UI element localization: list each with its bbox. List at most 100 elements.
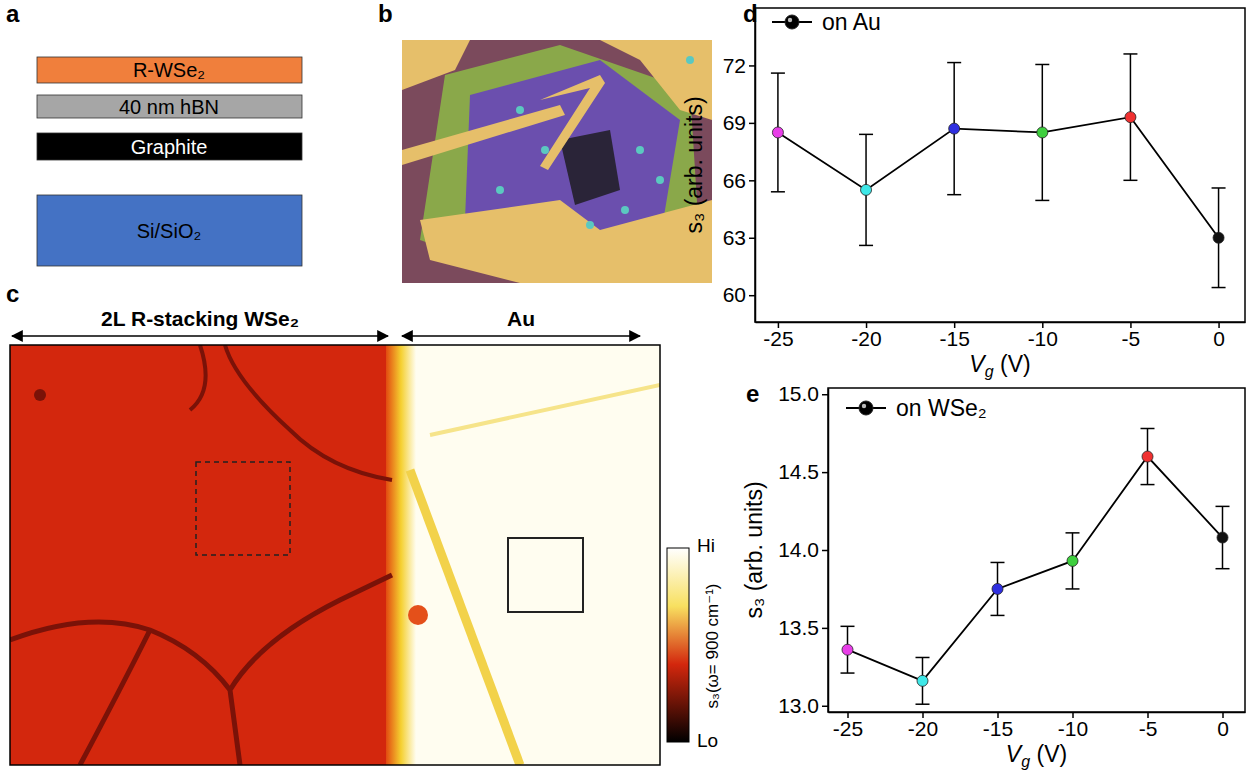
error-bar-cap [1035, 200, 1049, 202]
data-point [917, 675, 928, 686]
wrinkle [190, 345, 392, 480]
x-tick-label: -5 [1122, 327, 1141, 350]
error-bar-cap [771, 72, 785, 74]
series-line [778, 117, 1219, 238]
roi-au [508, 538, 583, 612]
y-tick-label: 72 [723, 54, 746, 77]
x-tick-label: -10 [1028, 327, 1058, 350]
layer-label: Graphite [131, 136, 208, 158]
error-bar [841, 626, 855, 673]
streak [430, 385, 660, 435]
layer [37, 57, 302, 83]
particle [408, 605, 428, 625]
error-bar [1123, 54, 1137, 180]
legend-marker-highlight [788, 18, 792, 22]
layer-label: Si/SiO₂ [137, 220, 201, 242]
data-point [772, 127, 783, 138]
y-tick: 13.5 [778, 616, 828, 639]
x-axis-title: Vg (V) [1006, 741, 1067, 770]
colorbar-low: Lo [697, 730, 718, 751]
layer-label: 40 nm hBN [119, 96, 219, 118]
data-point [949, 123, 960, 134]
x-tick-label: 0 [1217, 717, 1229, 740]
dot [656, 176, 664, 184]
edge [386, 345, 416, 765]
y-tick-mark [749, 238, 755, 240]
y-tick-label: 14.5 [778, 460, 819, 483]
layer [37, 195, 302, 266]
x-tick: -10 [1028, 322, 1058, 350]
chart: -25-20-15-10-506063666972Vg (V)s₃ (arb. … [681, 8, 1246, 380]
dot [636, 146, 644, 154]
y-tick: 15.0 [778, 382, 828, 405]
panel-letter: d [743, 0, 758, 27]
error-bar [771, 73, 785, 192]
x-axis-title: Vg (V) [969, 351, 1030, 380]
y-tick-label: 60 [723, 283, 746, 306]
data-point [861, 184, 872, 195]
x-tick: -5 [1122, 322, 1141, 350]
y-tick-mark [822, 628, 828, 630]
error-bar [991, 562, 1005, 615]
error-bar [947, 63, 961, 195]
dot [541, 146, 549, 154]
x-tick: -15 [939, 322, 969, 350]
x-tick-label: -15 [983, 717, 1013, 740]
y-axis-title: s₃ (arb. units) [681, 96, 707, 233]
legend-marker [785, 15, 799, 29]
electrode [402, 40, 470, 90]
x-tick: -5 [1139, 712, 1158, 740]
error-bar-cap [1066, 532, 1080, 534]
x-tick: -10 [1058, 712, 1088, 740]
data-point [1067, 555, 1078, 566]
region-arrow [12, 335, 388, 337]
data-point [842, 644, 853, 655]
x-tick: -25 [763, 322, 793, 350]
dot [621, 206, 629, 214]
error-bar-cap [947, 194, 961, 196]
x-tick-label: -15 [939, 327, 969, 350]
region-arrow [402, 335, 640, 337]
error-bar-cap [1123, 180, 1137, 182]
error-bar-cap [841, 626, 855, 628]
x-tick-label: -25 [763, 327, 793, 350]
panel-letter: c [6, 280, 19, 307]
electrode [540, 75, 605, 170]
error-bar-cap [1216, 506, 1230, 508]
legend-marker-highlight [862, 404, 866, 408]
legend: on Au [772, 9, 881, 35]
y-axis-title: s₃ (arb. units) [741, 481, 767, 618]
y-tick: 63 [723, 226, 755, 249]
y-tick-label: 66 [723, 169, 746, 192]
region-label: Au [507, 307, 535, 330]
wse2-region [10, 345, 392, 765]
x-tick: -25 [833, 712, 863, 740]
panel-letter: e [746, 380, 759, 407]
dot [686, 56, 694, 64]
optical-image [402, 40, 712, 283]
error-bar [859, 134, 873, 245]
panel-letter: a [6, 0, 20, 27]
error-bar [1216, 506, 1230, 568]
data-point [992, 583, 1003, 594]
error-bar [1212, 188, 1226, 288]
legend: on WSe₂ [846, 395, 987, 421]
error-bar-cap [859, 245, 873, 247]
data-point [1142, 451, 1153, 462]
error-bar-cap [1141, 428, 1155, 430]
error-bar [1141, 429, 1155, 485]
y-tick-mark [749, 123, 755, 125]
x-tick-label: -25 [833, 717, 863, 740]
x-tick-label: 0 [1213, 327, 1225, 350]
error-bar-cap [1141, 484, 1155, 486]
x-tick: 0 [1213, 322, 1225, 350]
y-tick: 13.0 [778, 694, 828, 717]
wrinkle [10, 575, 392, 765]
data-point [1037, 127, 1048, 138]
layer [37, 95, 302, 118]
error-bar-cap [859, 134, 873, 136]
colorbar [667, 548, 689, 742]
y-tick: 14.5 [778, 460, 828, 483]
x-tick: -20 [908, 712, 938, 740]
y-tick: 72 [723, 54, 755, 77]
